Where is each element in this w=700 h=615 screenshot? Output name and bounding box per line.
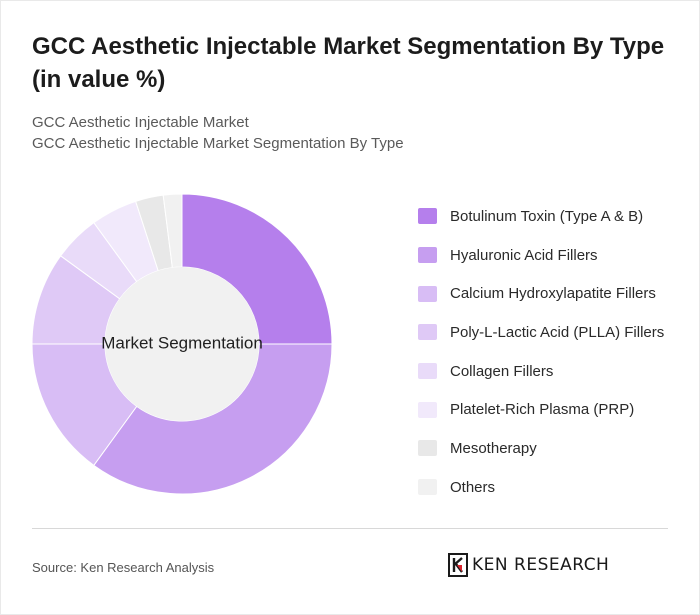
legend-item: Collagen Fillers xyxy=(418,352,688,391)
legend-swatch xyxy=(418,285,437,302)
legend-label: Calcium Hydroxylapatite Fillers xyxy=(450,285,656,303)
ken-research-logo-icon xyxy=(448,553,468,577)
legend-swatch xyxy=(418,363,437,380)
donut-center-label: Market Segmentation xyxy=(101,333,263,352)
legend-item: Botulinum Toxin (Type A & B) xyxy=(418,197,688,236)
legend-item: Poly-L-Lactic Acid (PLLA) Fillers xyxy=(418,313,688,352)
legend-label: Collagen Fillers xyxy=(450,362,554,380)
legend-label: Botulinum Toxin (Type A & B) xyxy=(450,207,644,225)
donut-center xyxy=(105,267,259,421)
chart-title: GCC Aesthetic Injectable Market Segmenta… xyxy=(32,33,665,93)
chart-subtitle-segmentation: GCC Aesthetic Injectable Market Segmenta… xyxy=(32,135,404,152)
chart-legend: Botulinum Toxin (Type A & B) Hyaluronic A… xyxy=(418,197,688,507)
legend-swatch xyxy=(418,401,437,418)
legend-item: Others xyxy=(418,468,688,507)
legend-item: Platelet-Rich Plasma (PRP) xyxy=(418,390,688,429)
brand-logo: KEN RESEARCH xyxy=(448,553,609,577)
source-note: Source: Ken Research Analysis xyxy=(32,560,215,575)
chart-subtitle-market: GCC Aesthetic Injectable Market xyxy=(32,114,249,131)
legend-label: Others xyxy=(450,478,496,496)
footer-divider xyxy=(32,528,668,529)
legend-label: Poly-L-Lactic Acid (PLLA) Fillers xyxy=(450,323,665,341)
legend-item: Hyaluronic Acid Fillers xyxy=(418,236,688,275)
legend-label: Platelet-Rich Plasma (PRP) xyxy=(450,401,635,419)
legend-label: Hyaluronic Acid Fillers xyxy=(450,246,598,264)
legend-swatch xyxy=(418,440,437,457)
legend-swatch xyxy=(418,247,437,264)
legend-item: Mesotherapy xyxy=(418,429,688,468)
legend-swatch xyxy=(418,479,437,496)
legend-label: Mesotherapy xyxy=(450,439,537,457)
donut-slices xyxy=(31,193,333,495)
legend-swatch xyxy=(418,208,437,225)
legend-swatch xyxy=(418,324,437,341)
donut-chart: Market Segmentation xyxy=(31,193,333,495)
legend-item: Calcium Hydroxylapatite Fillers xyxy=(418,274,688,313)
brand-name: KEN RESEARCH xyxy=(472,555,610,575)
